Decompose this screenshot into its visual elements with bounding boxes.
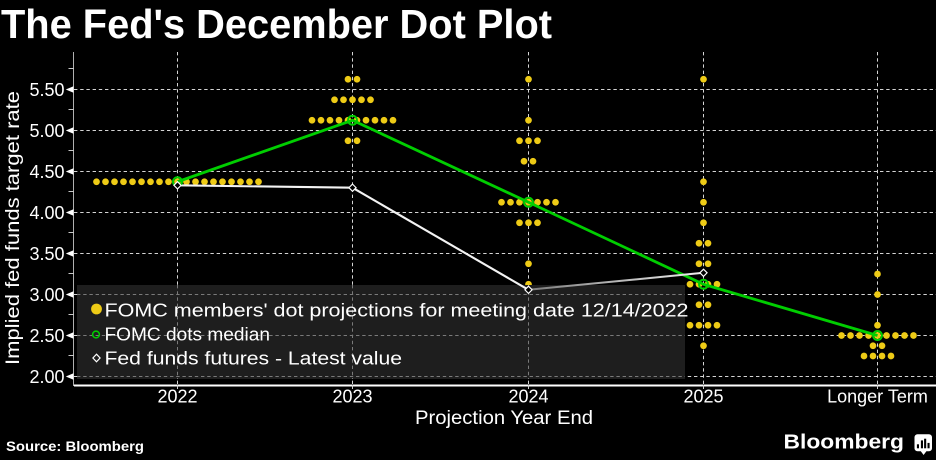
svg-text:FOMC members' dot projections: FOMC members' dot projections for meetin… bbox=[105, 300, 689, 320]
svg-text:Projection Year End: Projection Year End bbox=[415, 408, 593, 429]
svg-text:2.50: 2.50 bbox=[29, 326, 64, 346]
svg-text:2025: 2025 bbox=[683, 387, 723, 407]
svg-text:2022: 2022 bbox=[157, 387, 197, 407]
svg-text:Longer Term: Longer Term bbox=[827, 387, 928, 407]
svg-text:4.50: 4.50 bbox=[29, 162, 64, 182]
svg-text:Bloomberg: Bloomberg bbox=[784, 432, 905, 454]
svg-text:The Fed's December Dot Plot: The Fed's December Dot Plot bbox=[1, 1, 552, 47]
svg-text:Fed funds futures - Latest val: Fed funds futures - Latest value bbox=[105, 348, 403, 368]
svg-text:3.00: 3.00 bbox=[29, 285, 64, 305]
svg-text:2.00: 2.00 bbox=[29, 367, 64, 387]
svg-text:5.00: 5.00 bbox=[29, 121, 64, 141]
svg-text:2024: 2024 bbox=[508, 387, 548, 407]
svg-text:Implied fed funds target rate: Implied fed funds target rate bbox=[3, 91, 24, 365]
svg-text:5.50: 5.50 bbox=[29, 80, 64, 100]
svg-text:FOMC dots median: FOMC dots median bbox=[105, 324, 271, 344]
svg-text:Source: Bloomberg: Source: Bloomberg bbox=[6, 438, 144, 454]
svg-text:3.50: 3.50 bbox=[29, 244, 64, 264]
svg-text:2023: 2023 bbox=[332, 387, 372, 407]
svg-text:4.00: 4.00 bbox=[29, 203, 64, 223]
